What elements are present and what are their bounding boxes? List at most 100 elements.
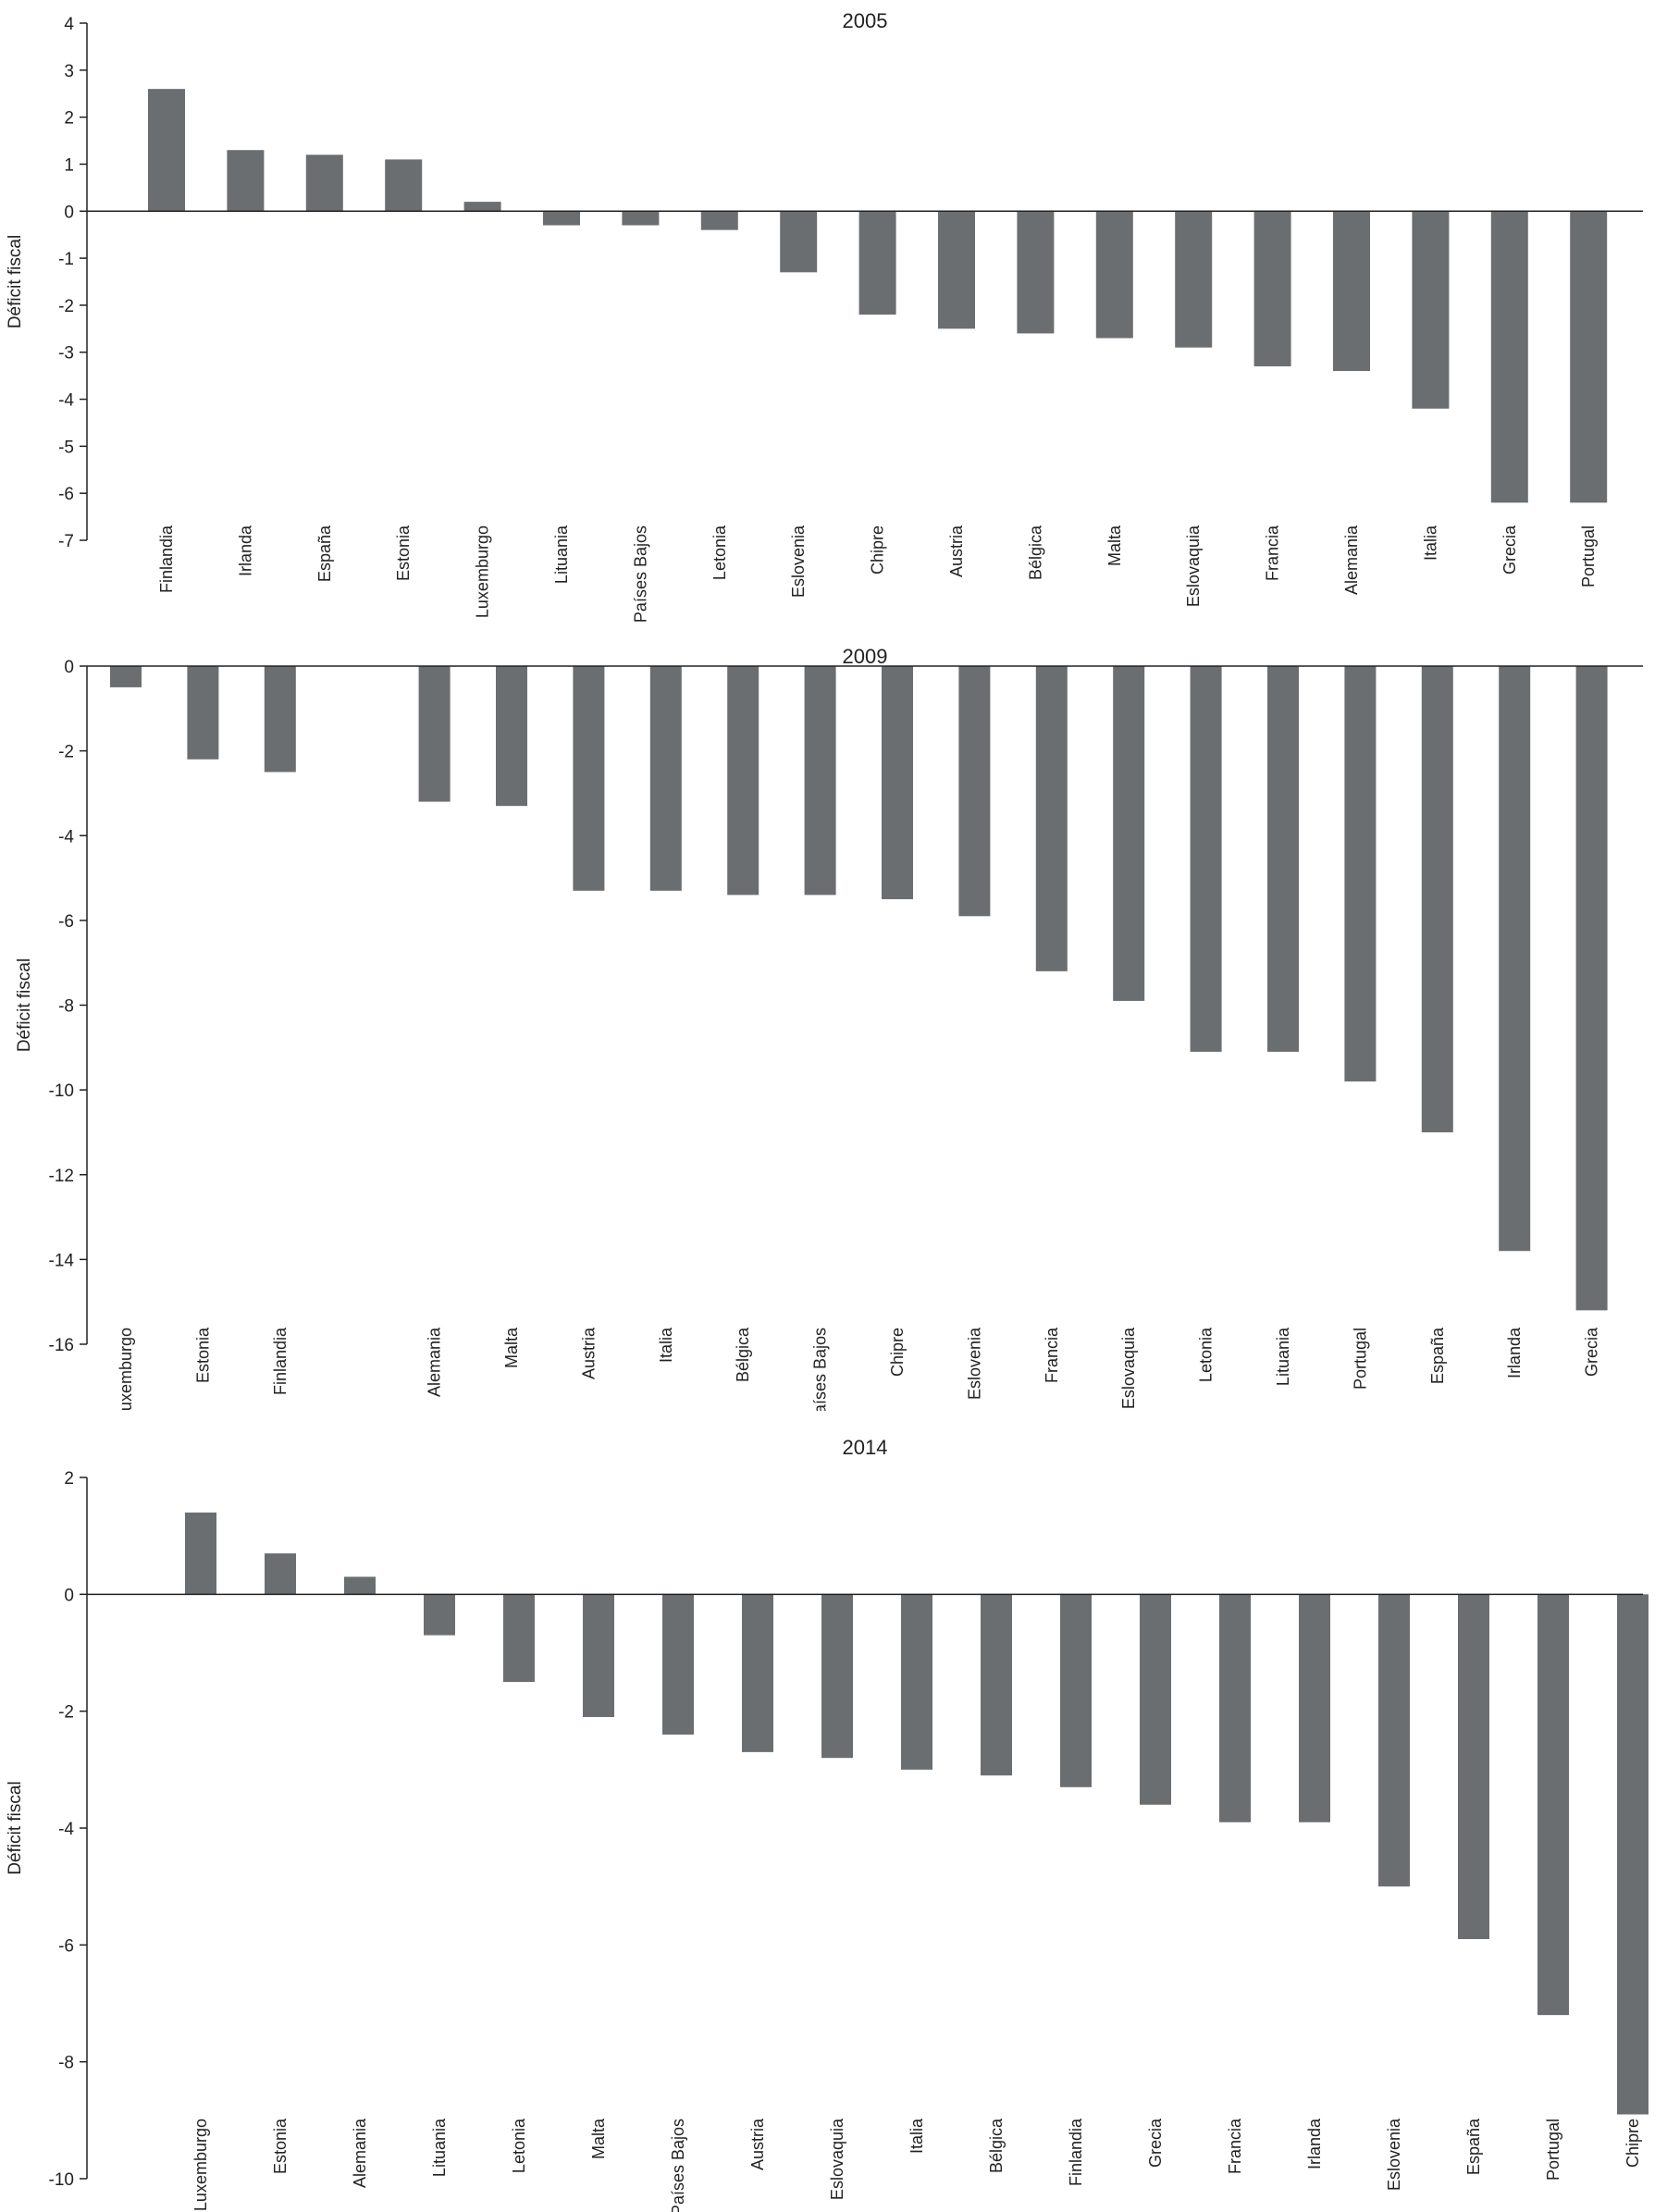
bar — [1017, 211, 1055, 334]
category-label: Austria — [947, 525, 966, 577]
bar — [1175, 211, 1213, 348]
category-label: Francia — [1226, 2118, 1244, 2174]
bar — [1113, 666, 1145, 1001]
y-tick-label: 2 — [64, 109, 74, 129]
y-axis-label: Déficit fiscal — [6, 235, 25, 328]
category-label: Eslovaquia — [1119, 1327, 1138, 1409]
category-label: Bélgica — [734, 1327, 752, 1382]
category-label: Eslovenia — [1385, 2118, 1403, 2191]
y-tick-label: 0 — [64, 1586, 74, 1605]
chart-2009: 2009 -16 -14 -12 -10 -8 -6 -4 -2 0 Déficit fiscal L… — [15, 645, 1643, 1411]
chart-2005: 2005 -7 -6 -5 -4 -3 -2 -1 0 1 2 3 4 Déficit fiscal Fin… — [6, 9, 1643, 623]
bar — [187, 666, 219, 760]
category-label: Grecia — [1583, 1327, 1601, 1377]
y-tick-label: -4 — [58, 1820, 74, 1839]
category-label: Lituania — [552, 525, 571, 584]
bar — [1035, 666, 1068, 971]
bar — [1344, 666, 1377, 1081]
category-label: Italia — [1421, 525, 1439, 561]
category-label: Portugal — [1351, 1328, 1369, 1390]
bar — [901, 1594, 932, 1770]
category-label: Estonia — [193, 1327, 212, 1383]
bar — [622, 211, 660, 226]
bar — [981, 1594, 1012, 1776]
category-label: Chipre — [1624, 2119, 1642, 2168]
category-label: Letonia — [510, 2118, 528, 2173]
bar — [1140, 1594, 1171, 1805]
bar — [185, 1512, 216, 1595]
category-label: Alemania — [1342, 525, 1361, 595]
bar — [1490, 211, 1528, 503]
category-label: Grecia — [1500, 525, 1519, 575]
category-label: Luxemburgo — [191, 2119, 210, 2211]
y-tick-label: -3 — [58, 344, 74, 364]
bar — [780, 211, 818, 273]
bar — [958, 666, 991, 917]
y-tick-label: -2 — [58, 743, 74, 762]
y-tick-label: -14 — [49, 1251, 75, 1270]
bar — [1570, 211, 1608, 503]
category-label: Lituania — [1274, 1327, 1292, 1386]
category-label: Austria — [748, 2118, 767, 2170]
bar — [1421, 666, 1453, 1132]
bar — [804, 666, 836, 896]
y-tick-label: -12 — [49, 1167, 74, 1186]
category-label: Francia — [1043, 1327, 1061, 1383]
bar — [424, 1594, 455, 1636]
y-tick-label: -6 — [58, 912, 74, 932]
category-label: Países Bajos — [669, 2119, 687, 2212]
bar — [463, 202, 501, 212]
category-label: Estonia — [271, 2118, 290, 2174]
chart-title: 2009 — [843, 645, 888, 668]
chart-title: 2014 — [843, 1436, 888, 1459]
y-tick-label: -10 — [49, 1081, 74, 1101]
bar — [305, 154, 343, 212]
y-tick-label: -7 — [58, 532, 74, 551]
bar — [573, 666, 605, 891]
bar — [821, 1594, 853, 1759]
bar — [418, 666, 451, 802]
category-label: España — [1464, 2118, 1483, 2175]
category-label: España — [315, 525, 334, 582]
y-tick-label: -8 — [58, 997, 74, 1017]
category-label: Irlanda — [1305, 2118, 1324, 2169]
category-label: Portugal — [1544, 2119, 1562, 2181]
bar — [503, 1594, 535, 1683]
category-label: Italia — [908, 2118, 926, 2154]
y-axis-label: Déficit fiscal — [15, 958, 34, 1052]
y-tick-label: -8 — [58, 2054, 74, 2073]
category-label: Irlanda — [236, 525, 254, 576]
category-label: Lituania — [430, 2118, 449, 2177]
bar — [742, 1594, 773, 1752]
bar — [882, 666, 913, 899]
category-label: Bélgica — [987, 2118, 1006, 2173]
bar — [1095, 211, 1133, 339]
bar — [649, 666, 682, 891]
category-label: Luxemburgo — [117, 1328, 135, 1411]
y-tick-label: -6 — [58, 485, 74, 504]
bar — [1412, 211, 1450, 409]
chart-title: 2005 — [843, 9, 888, 32]
bar — [1267, 666, 1299, 1052]
bar — [264, 666, 296, 772]
bar — [148, 89, 185, 212]
category-label: Malta — [502, 1327, 521, 1368]
bar — [727, 666, 759, 896]
category-label: Letonia — [710, 525, 729, 580]
category-label: Italia — [657, 1327, 675, 1363]
bar — [1458, 1594, 1489, 1940]
bar — [662, 1594, 694, 1735]
category-label: Chipre — [888, 1328, 907, 1377]
bar — [858, 211, 896, 315]
category-label: Letonia — [1197, 1327, 1216, 1382]
category-label: Alemania — [351, 2118, 369, 2188]
category-label: Portugal — [1579, 525, 1598, 587]
category-label: Eslovaquia — [828, 2118, 846, 2200]
category-label: Francia — [1264, 525, 1282, 581]
y-tick-label: -5 — [58, 438, 74, 457]
category-label: Bélgica — [1026, 525, 1044, 580]
bar — [938, 211, 975, 329]
y-tick-label: 1 — [64, 155, 74, 175]
category-label: Países Bajos — [631, 525, 649, 623]
category-label: Finlandia — [1067, 2118, 1085, 2186]
